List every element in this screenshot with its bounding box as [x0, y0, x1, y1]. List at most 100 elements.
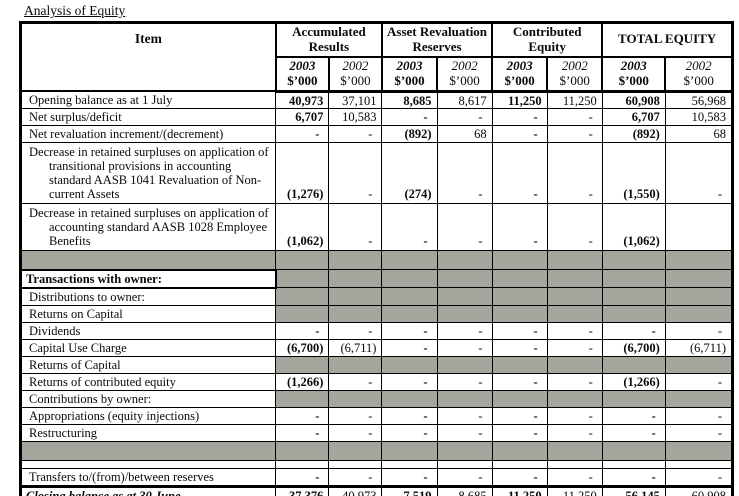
- value-cell: -: [546, 108, 603, 127]
- value-cell: 68: [436, 125, 493, 144]
- row-label-cell: Closing balance as at 30 June: [19, 484, 277, 496]
- value-cell: -: [381, 108, 438, 127]
- value-cell: -: [491, 108, 548, 127]
- spacer-cell: [436, 459, 493, 469]
- value-cell: -: [664, 423, 734, 442]
- shaded-cell: [601, 389, 666, 408]
- value-cell: 60,908: [601, 90, 666, 110]
- table-body: Opening balance as at 1 July 40,973 37,101…: [19, 90, 734, 496]
- shaded-spacer-cell: [275, 440, 330, 461]
- spacer-cell: [19, 459, 277, 469]
- value-cell: 8,685: [436, 484, 493, 496]
- value-cell: (1,276): [275, 142, 330, 205]
- unit-label: $’000: [394, 72, 425, 88]
- shaded-cell: [328, 355, 383, 374]
- value-cell: -: [381, 423, 438, 442]
- row-label-cell: Net surplus/deficit: [19, 108, 277, 127]
- value-cell: (6,700): [601, 338, 666, 357]
- spacer-cell: [546, 459, 603, 469]
- shaded-cell: [381, 287, 438, 306]
- value-cell: -: [275, 423, 330, 442]
- spacer-cell: [328, 459, 383, 469]
- year-label: 2003: [506, 57, 533, 73]
- value-cell: 60,908: [664, 484, 734, 496]
- shaded-spacer-cell: [436, 440, 493, 461]
- row-label-cell: Appropriations (equity injections): [19, 406, 277, 425]
- unit-label: $’000: [287, 72, 318, 88]
- value-cell: -: [491, 125, 548, 144]
- shaded-spacer-cell: [601, 440, 666, 461]
- shaded-cell: [436, 304, 493, 323]
- value-cell: -: [436, 406, 493, 425]
- unit-label: $’000: [504, 72, 535, 88]
- value-cell: -: [381, 467, 438, 487]
- value-cell: -: [328, 467, 383, 487]
- shaded-cell: [664, 389, 734, 408]
- shaded-spacer-cell: [275, 250, 330, 271]
- year-label: 2002: [342, 57, 369, 73]
- shaded-cell: [328, 269, 383, 289]
- value-cell: -: [436, 372, 493, 391]
- year-header-cell-contributed-equity-2002: 2002 $’000: [546, 55, 604, 93]
- value-cell: 40,973: [328, 484, 383, 496]
- shaded-cell: [436, 389, 493, 408]
- table-row-dividends: Dividends - - - - - - - -: [19, 321, 734, 340]
- value-cell: 8,617: [436, 90, 493, 110]
- shaded-spacer-cell: [491, 440, 548, 461]
- value-cell: -: [328, 142, 383, 205]
- value-cell: -: [546, 372, 603, 391]
- value-cell: 11,250: [546, 484, 603, 496]
- row-label-cell: Restructuring: [19, 423, 277, 442]
- group-header-asset-revaluation-reserves: Asset Revaluation Reserves: [380, 21, 494, 58]
- header-group-row: Item Accumulated Results Asset Revaluation…: [19, 21, 734, 93]
- year-label: 2003: [289, 57, 316, 73]
- shaded-spacer-cell: [491, 250, 548, 271]
- year-label: 2002: [685, 57, 712, 73]
- year-header-cell-contributed-equity-2003: 2003 $’000: [491, 55, 549, 93]
- shaded-cell: [546, 304, 603, 323]
- value-cell: -: [436, 203, 493, 252]
- shaded-cell: [275, 304, 330, 323]
- value-cell: -: [664, 467, 734, 487]
- value-cell: -: [601, 321, 666, 340]
- shaded-cell: [491, 304, 548, 323]
- value-cell: -: [664, 142, 734, 205]
- value-cell: -: [491, 321, 548, 340]
- table-row-distributions-to-owner: Distributions to owner:: [19, 287, 734, 306]
- shaded-spacer-cell: [436, 250, 493, 271]
- item-header-cell: Item: [19, 21, 277, 93]
- table-row-net-revaluation-increment-decrement: Net revaluation increment/(decrement) - -(…: [19, 125, 734, 144]
- value-cell: 11,250: [546, 90, 603, 110]
- value-cell: 6,707: [275, 108, 330, 127]
- value-cell: -: [328, 321, 383, 340]
- shaded-cell: [491, 355, 548, 374]
- shaded-spacer-cell: [546, 440, 603, 461]
- unit-label: $’000: [618, 72, 649, 88]
- shaded-spacer-cell: [381, 250, 438, 271]
- year-header-cell-total-equity-2003: 2003 $’000: [601, 55, 667, 93]
- value-cell: 10,583: [328, 108, 383, 127]
- row-label-cell: Transactions with owner:: [19, 268, 277, 289]
- shaded-cell: [381, 355, 438, 374]
- table-row-spacer-white: [19, 459, 734, 469]
- row-label-cell: Returns of contributed equity: [19, 372, 277, 391]
- shaded-cell: [601, 304, 666, 323]
- shaded-spacer-cell: [328, 440, 383, 461]
- value-cell: -: [381, 203, 438, 252]
- shaded-cell: [664, 287, 734, 306]
- shaded-cell: [601, 269, 666, 289]
- value-cell: -: [381, 321, 438, 340]
- value-cell: -: [546, 142, 603, 205]
- value-cell: -: [546, 423, 603, 442]
- table-row-spacer-shaded: [19, 250, 734, 271]
- value-cell: 40,973: [275, 90, 330, 110]
- spacer-cell: [381, 459, 438, 469]
- shaded-cell: [491, 287, 548, 306]
- shaded-cell: [546, 287, 603, 306]
- value-cell: -: [664, 406, 734, 425]
- header-year-row: 2003 $’000 2002 $’000 2003 $’000 2002 $’000 2003…: [21, 55, 734, 93]
- spacer-cell: [601, 459, 666, 469]
- row-label-cell: Distributions to owner:: [19, 287, 277, 306]
- value-cell: -: [664, 321, 734, 340]
- value-cell: (1,266): [275, 372, 330, 391]
